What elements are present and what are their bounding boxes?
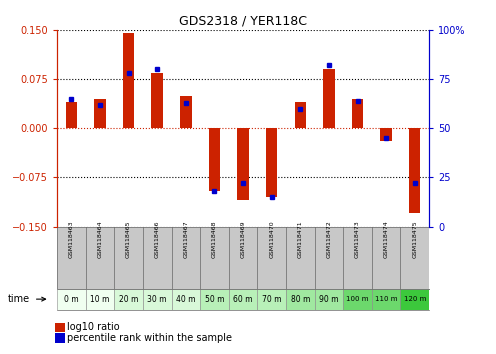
- Bar: [237, 128, 249, 200]
- Bar: [200, 289, 229, 310]
- Text: 20 m: 20 m: [119, 295, 138, 304]
- Text: GSM118470: GSM118470: [269, 220, 274, 258]
- Bar: [65, 102, 77, 128]
- Text: GSM118466: GSM118466: [155, 220, 160, 258]
- Bar: [352, 99, 363, 128]
- Text: GSM118467: GSM118467: [184, 220, 188, 258]
- Text: time: time: [7, 294, 30, 304]
- Bar: [151, 73, 163, 128]
- Text: 100 m: 100 m: [346, 296, 369, 302]
- Bar: [372, 289, 400, 310]
- Text: 120 m: 120 m: [404, 296, 426, 302]
- Bar: [257, 289, 286, 310]
- Title: GDS2318 / YER118C: GDS2318 / YER118C: [179, 15, 307, 28]
- Text: GSM118465: GSM118465: [126, 220, 131, 258]
- Bar: [266, 128, 277, 197]
- Text: 70 m: 70 m: [262, 295, 281, 304]
- Text: GSM118464: GSM118464: [97, 220, 103, 258]
- Text: GSM118471: GSM118471: [298, 220, 303, 258]
- Text: GSM118472: GSM118472: [326, 220, 331, 258]
- Bar: [286, 289, 314, 310]
- Text: 110 m: 110 m: [375, 296, 397, 302]
- Bar: [94, 99, 106, 128]
- Text: 50 m: 50 m: [205, 295, 224, 304]
- Bar: [209, 128, 220, 190]
- Bar: [143, 289, 172, 310]
- Bar: [323, 69, 335, 128]
- Bar: [114, 289, 143, 310]
- Text: 90 m: 90 m: [319, 295, 339, 304]
- Bar: [123, 33, 134, 128]
- Bar: [409, 128, 421, 213]
- Text: 80 m: 80 m: [291, 295, 310, 304]
- Bar: [86, 289, 114, 310]
- Bar: [314, 289, 343, 310]
- Text: log10 ratio: log10 ratio: [67, 322, 120, 332]
- Text: percentile rank within the sample: percentile rank within the sample: [67, 333, 232, 343]
- Text: 30 m: 30 m: [147, 295, 167, 304]
- Bar: [172, 289, 200, 310]
- Text: GSM118474: GSM118474: [383, 220, 389, 258]
- Bar: [295, 102, 306, 128]
- Text: 40 m: 40 m: [176, 295, 195, 304]
- Bar: [180, 96, 191, 128]
- Text: 60 m: 60 m: [233, 295, 253, 304]
- Text: GSM118475: GSM118475: [412, 220, 417, 258]
- Bar: [343, 289, 372, 310]
- Text: 0 m: 0 m: [64, 295, 79, 304]
- Text: GSM118469: GSM118469: [241, 220, 246, 258]
- Bar: [57, 289, 86, 310]
- Text: GSM118468: GSM118468: [212, 220, 217, 258]
- Text: 10 m: 10 m: [90, 295, 110, 304]
- Bar: [380, 128, 392, 141]
- Text: GSM118473: GSM118473: [355, 220, 360, 258]
- Bar: [229, 289, 257, 310]
- Bar: [400, 289, 429, 310]
- Text: GSM118463: GSM118463: [69, 220, 74, 258]
